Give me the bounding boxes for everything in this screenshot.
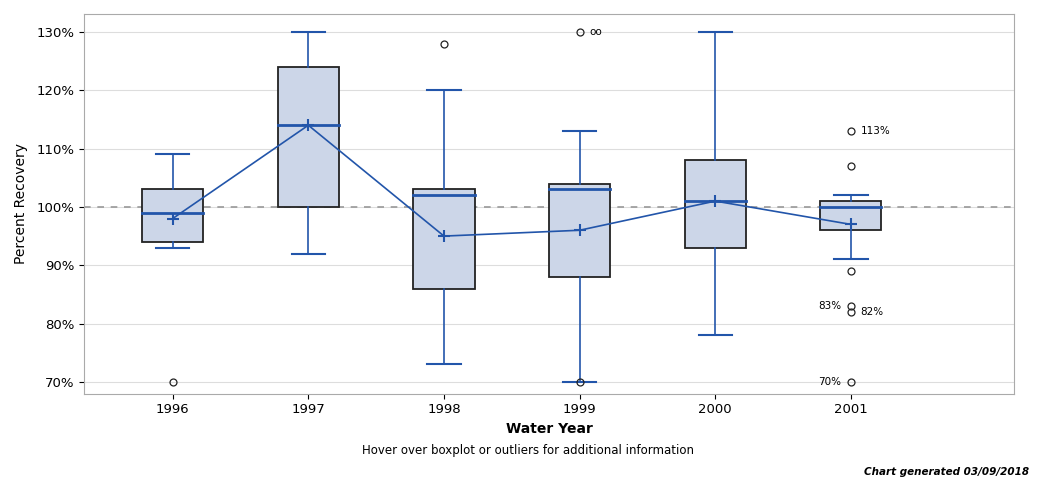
Text: Hover over boxplot or outliers for additional information: Hover over boxplot or outliers for addit… xyxy=(362,444,694,456)
Bar xyxy=(278,67,339,207)
Bar xyxy=(414,190,474,288)
Bar xyxy=(821,201,882,230)
Bar xyxy=(549,183,610,277)
Text: oo: oo xyxy=(589,27,602,37)
Text: 113%: 113% xyxy=(861,126,890,136)
Text: 70%: 70% xyxy=(818,377,842,387)
Y-axis label: Percent Recovery: Percent Recovery xyxy=(15,144,29,264)
X-axis label: Water Year: Water Year xyxy=(506,422,592,436)
Bar xyxy=(143,190,203,242)
Text: 82%: 82% xyxy=(861,307,884,317)
Text: 83%: 83% xyxy=(818,301,842,311)
Text: Chart generated 03/09/2018: Chart generated 03/09/2018 xyxy=(865,467,1030,477)
Bar xyxy=(684,160,746,248)
